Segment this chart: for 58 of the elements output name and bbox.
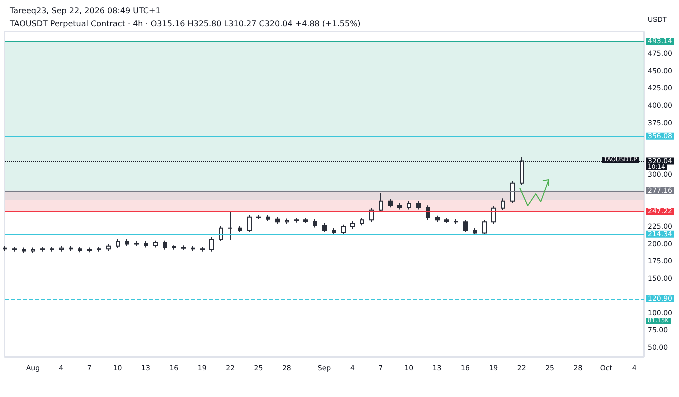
candlestick <box>134 241 139 247</box>
candlestick <box>228 212 233 241</box>
candlestick <box>397 202 402 210</box>
candlestick <box>275 216 280 225</box>
candlestick <box>181 245 186 252</box>
candlestick <box>116 238 120 249</box>
candlestick <box>444 218 449 224</box>
candlestick <box>313 218 317 228</box>
candlestick <box>520 156 524 186</box>
chart-title: Tareeq23, Sep 22, 2026 08:49 UTC+1 <box>9 6 161 16</box>
candlestick <box>106 244 111 252</box>
candlestick <box>144 241 148 248</box>
candlestick <box>3 246 7 252</box>
candlestick <box>266 214 270 222</box>
candlestick <box>332 228 336 236</box>
candlestick <box>69 246 73 252</box>
candlestick <box>482 220 487 236</box>
candlestick <box>285 218 289 225</box>
candlestick <box>303 218 308 224</box>
candlestick <box>360 218 364 226</box>
candlestick <box>463 220 468 234</box>
candlestick <box>12 246 17 252</box>
candlestick <box>238 226 242 234</box>
candlestick <box>294 218 299 224</box>
candlestick <box>22 247 26 254</box>
candlestick <box>97 246 101 252</box>
candlestick <box>491 206 496 225</box>
candlestick <box>172 245 176 250</box>
candlestick <box>125 238 129 247</box>
candlestick <box>256 214 261 220</box>
candlestick <box>501 198 505 211</box>
candlestick <box>350 220 355 230</box>
candlestick <box>407 200 411 210</box>
candlestick <box>341 224 346 236</box>
candlestick <box>219 226 223 242</box>
candlestick <box>87 247 92 254</box>
candlestick <box>426 205 430 221</box>
candlestick <box>31 247 35 254</box>
candlestick <box>388 198 393 208</box>
candlestick <box>40 246 45 252</box>
candlestick <box>369 208 374 223</box>
candlestick <box>379 192 383 213</box>
candlestick <box>473 228 477 236</box>
candlestick <box>322 223 327 234</box>
candlestick <box>163 240 167 250</box>
candlestick <box>200 246 205 252</box>
chart-subtitle: TAOUSDT Perpetual Contract · 4h · O315.16 H325.80 L310.27 C320.04 +4.88 (+1.55%) <box>9 20 361 28</box>
candlestick <box>191 246 195 252</box>
candlestick <box>153 240 158 248</box>
candlestick <box>247 214 252 234</box>
candlestick <box>59 246 64 252</box>
candlestick <box>209 236 214 252</box>
candlestick <box>435 215 440 223</box>
candlestick <box>454 218 458 225</box>
candlestick <box>416 200 421 210</box>
candlestick <box>78 246 82 254</box>
candlestick <box>50 246 54 252</box>
candlestick <box>510 180 515 204</box>
